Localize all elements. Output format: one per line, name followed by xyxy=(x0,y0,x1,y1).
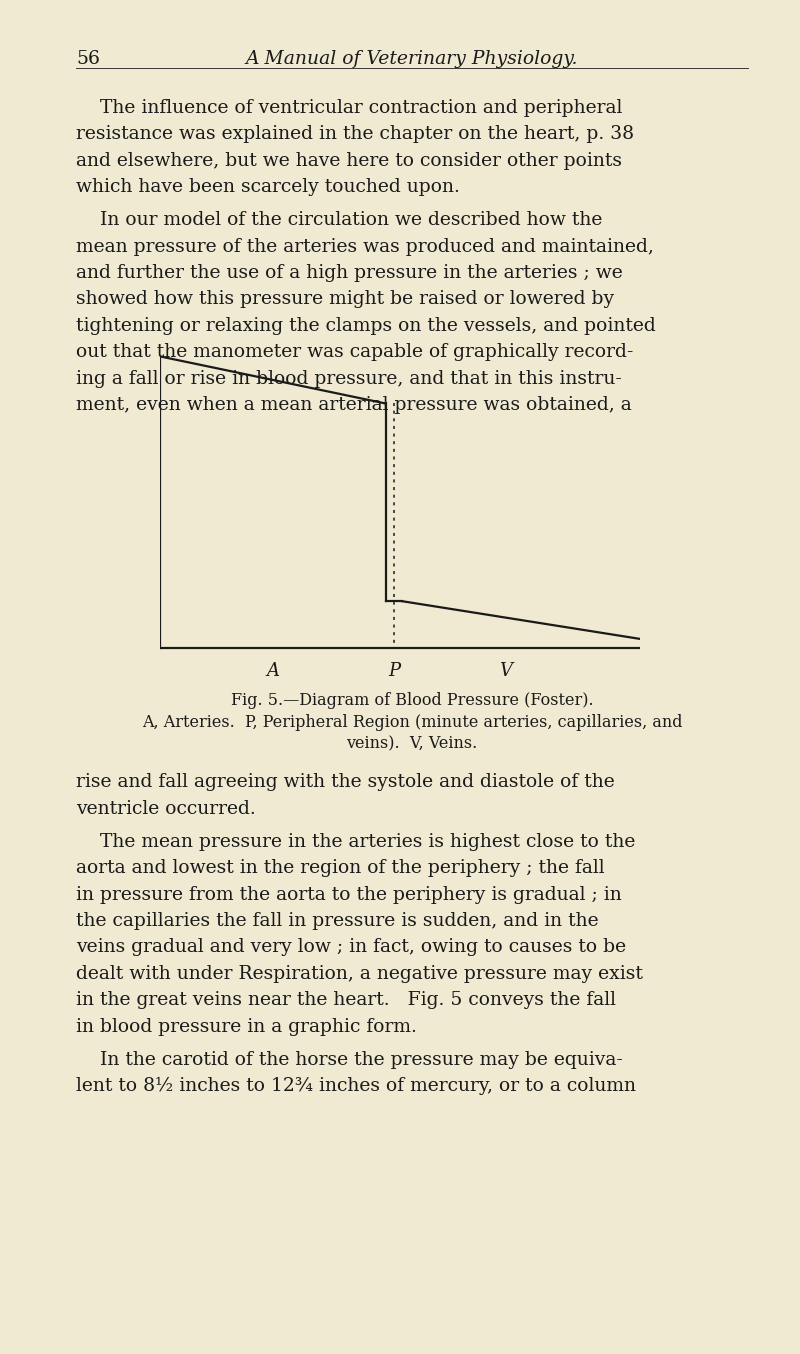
Text: in blood pressure in a graphic form.: in blood pressure in a graphic form. xyxy=(76,1018,417,1036)
Text: In our model of the circulation we described how the: In our model of the circulation we descr… xyxy=(76,211,602,229)
Text: which have been scarcely touched upon.: which have been scarcely touched upon. xyxy=(76,177,460,196)
Text: ing a fall or rise in blood pressure, and that in this instru-: ing a fall or rise in blood pressure, an… xyxy=(76,370,622,387)
Text: In the carotid of the horse the pressure may be equiva-: In the carotid of the horse the pressure… xyxy=(76,1051,623,1068)
Text: P: P xyxy=(388,662,400,681)
Text: resistance was explained in the chapter on the heart, p. 38: resistance was explained in the chapter … xyxy=(76,125,634,144)
Text: The mean pressure in the arteries is highest close to the: The mean pressure in the arteries is hig… xyxy=(76,833,635,850)
Text: showed how this pressure might be raised or lowered by: showed how this pressure might be raised… xyxy=(76,290,614,309)
Text: 56: 56 xyxy=(76,50,100,68)
Text: The influence of ventricular contraction and peripheral: The influence of ventricular contraction… xyxy=(76,99,622,116)
Text: ment, even when a mean arterial pressure was obtained, a: ment, even when a mean arterial pressure… xyxy=(76,395,632,414)
Text: veins).  V, Veins.: veins). V, Veins. xyxy=(346,735,478,753)
Text: aorta and lowest in the region of the periphery ; the fall: aorta and lowest in the region of the pe… xyxy=(76,860,605,877)
Text: V: V xyxy=(499,662,512,681)
Text: rise and fall agreeing with the systole and diastole of the: rise and fall agreeing with the systole … xyxy=(76,773,614,791)
Text: veins gradual and very low ; in fact, owing to causes to be: veins gradual and very low ; in fact, ow… xyxy=(76,938,626,956)
Text: in the great veins near the heart.   Fig. 5 conveys the fall: in the great veins near the heart. Fig. … xyxy=(76,991,616,1009)
Text: mean pressure of the arteries was produced and maintained,: mean pressure of the arteries was produc… xyxy=(76,237,654,256)
Text: out that the manometer was capable of graphically record-: out that the manometer was capable of gr… xyxy=(76,343,634,362)
Text: in pressure from the aorta to the periphery is gradual ; in: in pressure from the aorta to the periph… xyxy=(76,886,622,903)
Text: and elsewhere, but we have here to consider other points: and elsewhere, but we have here to consi… xyxy=(76,152,622,169)
Text: tightening or relaxing the clamps on the vessels, and pointed: tightening or relaxing the clamps on the… xyxy=(76,317,656,334)
Text: Fig. 5.—Diagram of Blood Pressure (Foster).: Fig. 5.—Diagram of Blood Pressure (Foste… xyxy=(230,692,594,709)
Text: the capillaries the fall in pressure is sudden, and in the: the capillaries the fall in pressure is … xyxy=(76,913,598,930)
Text: and further the use of a high pressure in the arteries ; we: and further the use of a high pressure i… xyxy=(76,264,622,282)
Text: A: A xyxy=(266,662,279,681)
Text: ventricle occurred.: ventricle occurred. xyxy=(76,799,256,818)
Text: A, Arteries.  P, Peripheral Region (minute arteries, capillaries, and: A, Arteries. P, Peripheral Region (minut… xyxy=(142,714,682,731)
Text: dealt with under Respiration, a negative pressure may exist: dealt with under Respiration, a negative… xyxy=(76,965,643,983)
Text: lent to 8½ inches to 12¾ inches of mercury, or to a column: lent to 8½ inches to 12¾ inches of mercu… xyxy=(76,1078,636,1095)
Text: A Manual of Veterinary Physiology.: A Manual of Veterinary Physiology. xyxy=(246,50,578,68)
